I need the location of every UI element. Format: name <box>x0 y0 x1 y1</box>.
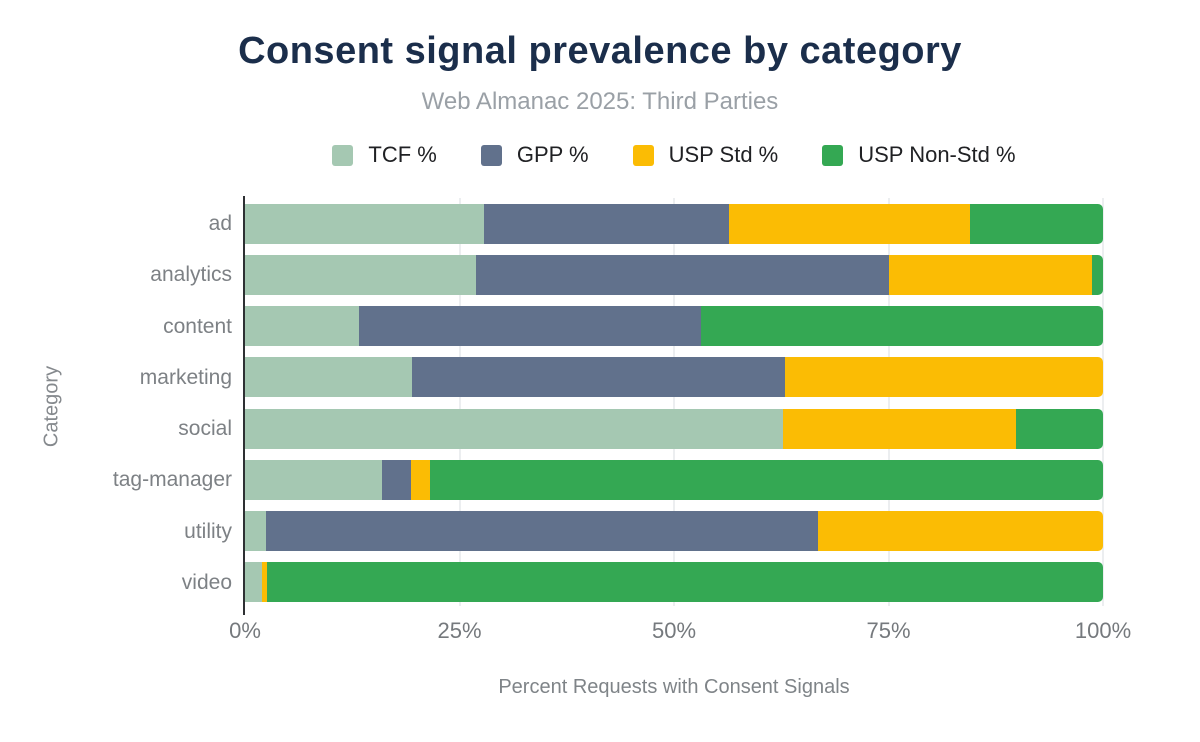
legend-item-gpp[interactable]: GPP % <box>480 142 589 168</box>
bar-segment-tag-manager-gpp[interactable] <box>382 459 411 500</box>
bar-segment-ad-usp-std[interactable] <box>728 203 970 244</box>
y-axis-line <box>243 196 245 615</box>
bar-segment-marketing-tcf[interactable] <box>245 357 413 398</box>
bar-row-content <box>245 306 1103 347</box>
legend-label-usp-std: USP Std % <box>668 142 779 167</box>
y-tick-label-tag-manager: tag-manager <box>112 468 232 492</box>
y-tick-label-video: video <box>181 570 232 594</box>
gridline-100 <box>1102 198 1104 606</box>
bar-segment-ad-usp-non-std[interactable] <box>969 203 1103 244</box>
bar-segment-video-usp-non-std[interactable] <box>267 562 1103 603</box>
chart-title: Consent signal prevalence by category <box>238 30 962 72</box>
legend-label-gpp: GPP % <box>516 142 589 167</box>
legend-swatch-usp-non-std <box>822 144 844 166</box>
x-tick-label-0: 0% <box>229 618 261 643</box>
bar-segment-analytics-usp-non-std[interactable] <box>1091 254 1103 295</box>
bar-row-analytics <box>245 254 1103 295</box>
y-axis-labels: ad analytics content marketing social tag-man… <box>0 198 232 610</box>
bar-segment-social-usp-non-std[interactable] <box>1016 408 1103 449</box>
gridline-50 <box>673 198 675 606</box>
bar-segment-utility-gpp[interactable] <box>266 511 819 552</box>
bar-segment-social-usp-std[interactable] <box>782 408 1017 449</box>
bar-segment-utility-usp-std[interactable] <box>818 511 1103 552</box>
bar-segment-tag-manager-tcf[interactable] <box>245 459 383 500</box>
legend-swatch-tcf <box>332 144 354 166</box>
y-tick-label-social: social <box>178 417 232 440</box>
chart-subtitle: Web Almanac 2025: Third Parties <box>421 88 779 115</box>
bar-segment-content-tcf[interactable] <box>245 306 360 347</box>
gridline-75 <box>887 198 890 606</box>
legend-item-usp-std[interactable]: USP Std % <box>632 142 779 168</box>
x-axis-ticks: 0% 25% 50% 75% 100% <box>229 618 1131 644</box>
y-tick-label-utility: utility <box>184 519 232 543</box>
bar-segment-ad-tcf[interactable] <box>245 203 485 244</box>
bar-segment-analytics-gpp[interactable] <box>475 254 890 295</box>
bar-segment-video-usp-std[interactable] <box>262 562 268 603</box>
bar-segment-utility-tcf[interactable] <box>245 511 267 552</box>
legend-label-usp-non-std: USP Non-Std % <box>858 142 1016 167</box>
y-tick-label-marketing: marketing <box>139 365 232 389</box>
bar-row-utility <box>245 511 1103 552</box>
gridline-25 <box>458 198 461 606</box>
bar-segment-content-gpp[interactable] <box>359 306 701 347</box>
x-axis-title: Percent Requests with Consent Signals <box>498 676 850 698</box>
bar-segment-tag-manager-usp-std[interactable] <box>410 459 431 500</box>
y-tick-label-analytics: analytics <box>150 263 232 287</box>
bar-segment-marketing-usp-std[interactable] <box>784 357 1103 398</box>
bar-segment-tag-manager-usp-non-std[interactable] <box>430 459 1103 500</box>
x-tick-label-75: 75% <box>866 618 911 643</box>
legend-swatch-gpp <box>480 144 502 166</box>
legend: TCF % GPP % USP Std % USP Non-Std % <box>245 140 1103 170</box>
x-tick-label-100: 100% <box>1074 618 1132 643</box>
bar-segment-video-tcf[interactable] <box>245 562 263 603</box>
bar-row-marketing <box>245 357 1103 398</box>
bar-row-tag-manager <box>245 459 1103 500</box>
x-tick-label-25: 25% <box>437 618 482 643</box>
bar-segment-content-usp-non-std[interactable] <box>700 306 1103 347</box>
y-tick-label-content: content <box>163 314 232 338</box>
bar-segment-analytics-usp-std[interactable] <box>889 254 1092 295</box>
x-tick-label-50: 50% <box>651 618 697 643</box>
bar-segment-social-tcf[interactable] <box>245 408 783 449</box>
bar-segment-analytics-tcf[interactable] <box>245 254 476 295</box>
bar-row-ad <box>245 203 1103 244</box>
y-tick-label-ad: ad <box>208 212 232 235</box>
bar-row-video <box>245 562 1103 603</box>
legend-item-usp-non-std[interactable]: USP Non-Std % <box>822 142 1016 168</box>
legend-swatch-usp-std <box>632 144 654 166</box>
plot-area <box>243 196 1104 615</box>
bar-segment-ad-gpp[interactable] <box>484 203 729 244</box>
bar-row-social <box>245 408 1103 449</box>
bar-segment-marketing-gpp[interactable] <box>412 357 785 398</box>
legend-label-tcf: TCF % <box>368 142 437 167</box>
legend-item-tcf[interactable]: TCF % <box>332 142 437 168</box>
